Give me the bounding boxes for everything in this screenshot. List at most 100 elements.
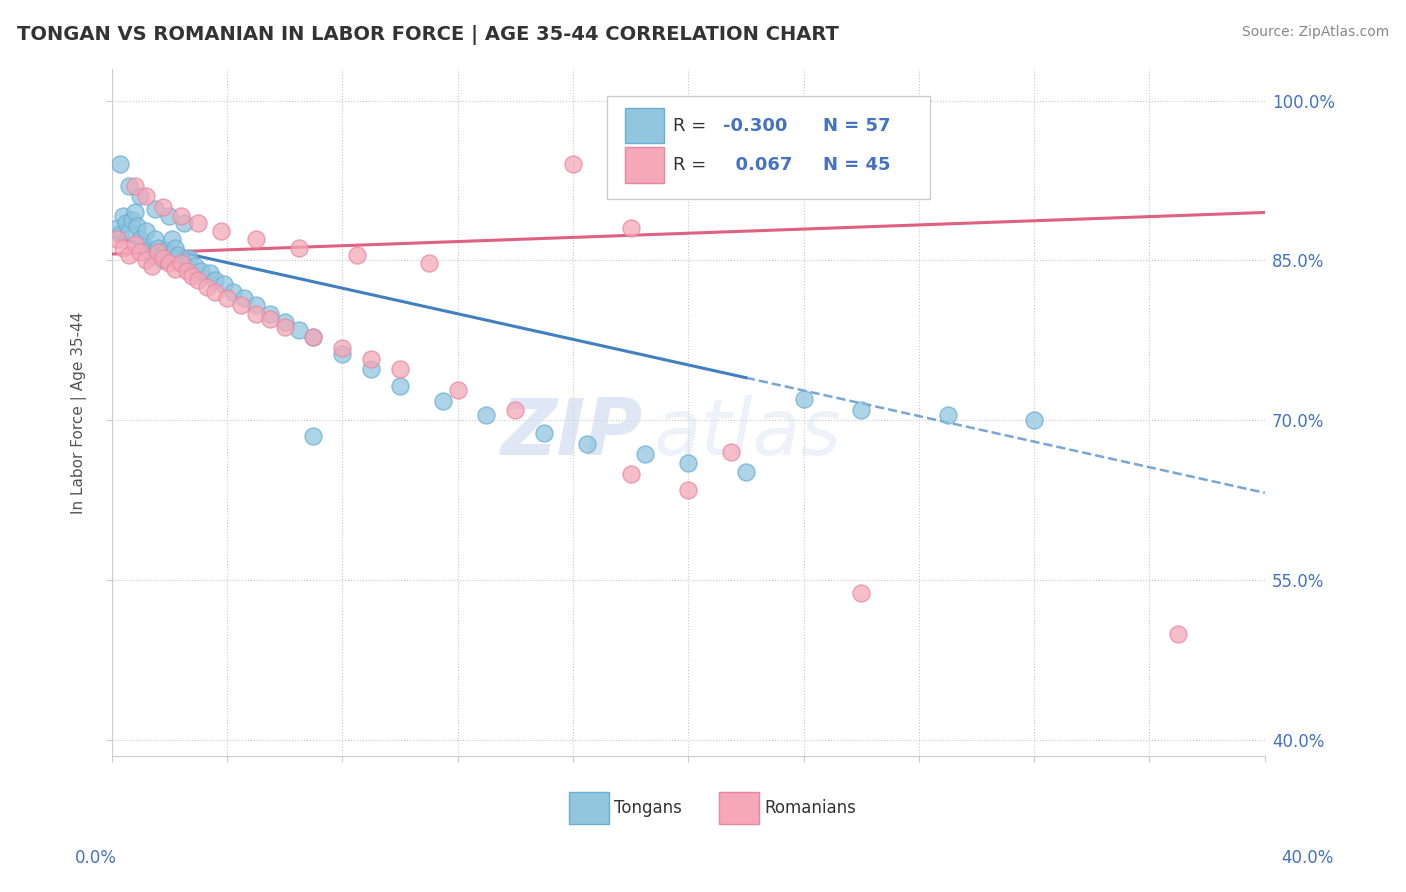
Point bbox=[152, 200, 174, 214]
Point bbox=[141, 259, 163, 273]
Point bbox=[346, 248, 368, 262]
Point bbox=[576, 437, 599, 451]
Text: R =: R = bbox=[673, 156, 713, 174]
Point bbox=[163, 262, 186, 277]
Point bbox=[720, 445, 742, 459]
Point bbox=[330, 347, 353, 361]
Text: -0.300: -0.300 bbox=[723, 117, 787, 135]
Point bbox=[212, 277, 235, 291]
Point bbox=[936, 408, 959, 422]
Point bbox=[734, 465, 756, 479]
Point bbox=[209, 223, 232, 237]
Text: R =: R = bbox=[673, 117, 713, 135]
Point bbox=[190, 264, 212, 278]
Point bbox=[129, 232, 152, 246]
Point bbox=[135, 223, 157, 237]
Point bbox=[1167, 626, 1189, 640]
Point bbox=[634, 447, 657, 461]
Point bbox=[187, 216, 209, 230]
Point bbox=[115, 216, 138, 230]
Point bbox=[849, 586, 872, 600]
Point bbox=[129, 189, 152, 203]
Point bbox=[388, 362, 411, 376]
Point bbox=[143, 202, 166, 217]
Text: atlas: atlas bbox=[654, 395, 841, 471]
Point bbox=[360, 351, 382, 366]
Point bbox=[105, 232, 128, 246]
Point bbox=[124, 205, 146, 219]
Point bbox=[619, 467, 641, 481]
Point bbox=[173, 216, 195, 230]
Point bbox=[1024, 413, 1046, 427]
Point bbox=[446, 384, 468, 398]
FancyBboxPatch shape bbox=[720, 792, 758, 823]
Text: 0.0%: 0.0% bbox=[75, 849, 117, 867]
Point bbox=[173, 255, 195, 269]
FancyBboxPatch shape bbox=[607, 96, 931, 199]
Point bbox=[129, 244, 152, 259]
Point bbox=[170, 255, 193, 269]
Point bbox=[245, 298, 267, 312]
Point bbox=[179, 252, 201, 266]
Point bbox=[166, 248, 188, 262]
Point bbox=[124, 178, 146, 193]
Point bbox=[360, 362, 382, 376]
Point bbox=[141, 248, 163, 262]
Point bbox=[475, 408, 498, 422]
Point bbox=[195, 280, 218, 294]
Point bbox=[124, 237, 146, 252]
Point bbox=[302, 429, 325, 443]
Point bbox=[561, 157, 583, 171]
Text: 40.0%: 40.0% bbox=[1281, 849, 1334, 867]
Point bbox=[108, 227, 131, 241]
Point bbox=[676, 483, 699, 497]
Point bbox=[233, 291, 256, 305]
Y-axis label: In Labor Force | Age 35-44: In Labor Force | Age 35-44 bbox=[72, 311, 87, 514]
Point bbox=[184, 259, 207, 273]
Point bbox=[215, 291, 238, 305]
Point bbox=[259, 312, 281, 326]
Point bbox=[112, 209, 135, 223]
Text: TONGAN VS ROMANIAN IN LABOR FORCE | AGE 35-44 CORRELATION CHART: TONGAN VS ROMANIAN IN LABOR FORCE | AGE … bbox=[17, 25, 839, 45]
Point bbox=[204, 285, 226, 300]
Point bbox=[170, 209, 193, 223]
Text: Source: ZipAtlas.com: Source: ZipAtlas.com bbox=[1241, 25, 1389, 39]
Point bbox=[118, 178, 141, 193]
Point bbox=[330, 341, 353, 355]
Point bbox=[132, 237, 155, 252]
Point bbox=[302, 330, 325, 344]
Point bbox=[273, 319, 295, 334]
Point bbox=[163, 241, 186, 255]
Point bbox=[118, 223, 141, 237]
Text: N = 57: N = 57 bbox=[823, 117, 890, 135]
Point bbox=[388, 379, 411, 393]
Point bbox=[176, 264, 198, 278]
Point bbox=[157, 209, 180, 223]
Point bbox=[146, 244, 169, 259]
Point bbox=[533, 426, 555, 441]
Point bbox=[112, 241, 135, 255]
Point bbox=[152, 253, 174, 268]
Point bbox=[121, 213, 143, 227]
Point bbox=[181, 269, 204, 284]
Point bbox=[288, 241, 311, 255]
Text: ZIP: ZIP bbox=[499, 395, 643, 471]
Point bbox=[146, 241, 169, 255]
Point bbox=[138, 243, 160, 257]
Point bbox=[155, 243, 177, 257]
Point bbox=[418, 255, 440, 269]
Text: Tongans: Tongans bbox=[614, 798, 682, 817]
Point bbox=[160, 232, 183, 246]
Point bbox=[118, 248, 141, 262]
Point bbox=[288, 323, 311, 337]
Point bbox=[432, 394, 454, 409]
Point bbox=[676, 456, 699, 470]
Point bbox=[221, 285, 243, 300]
FancyBboxPatch shape bbox=[624, 147, 664, 183]
Point bbox=[619, 221, 641, 235]
Point bbox=[245, 307, 267, 321]
Point bbox=[157, 255, 180, 269]
Point bbox=[849, 402, 872, 417]
Point bbox=[302, 330, 325, 344]
Point bbox=[127, 219, 149, 234]
